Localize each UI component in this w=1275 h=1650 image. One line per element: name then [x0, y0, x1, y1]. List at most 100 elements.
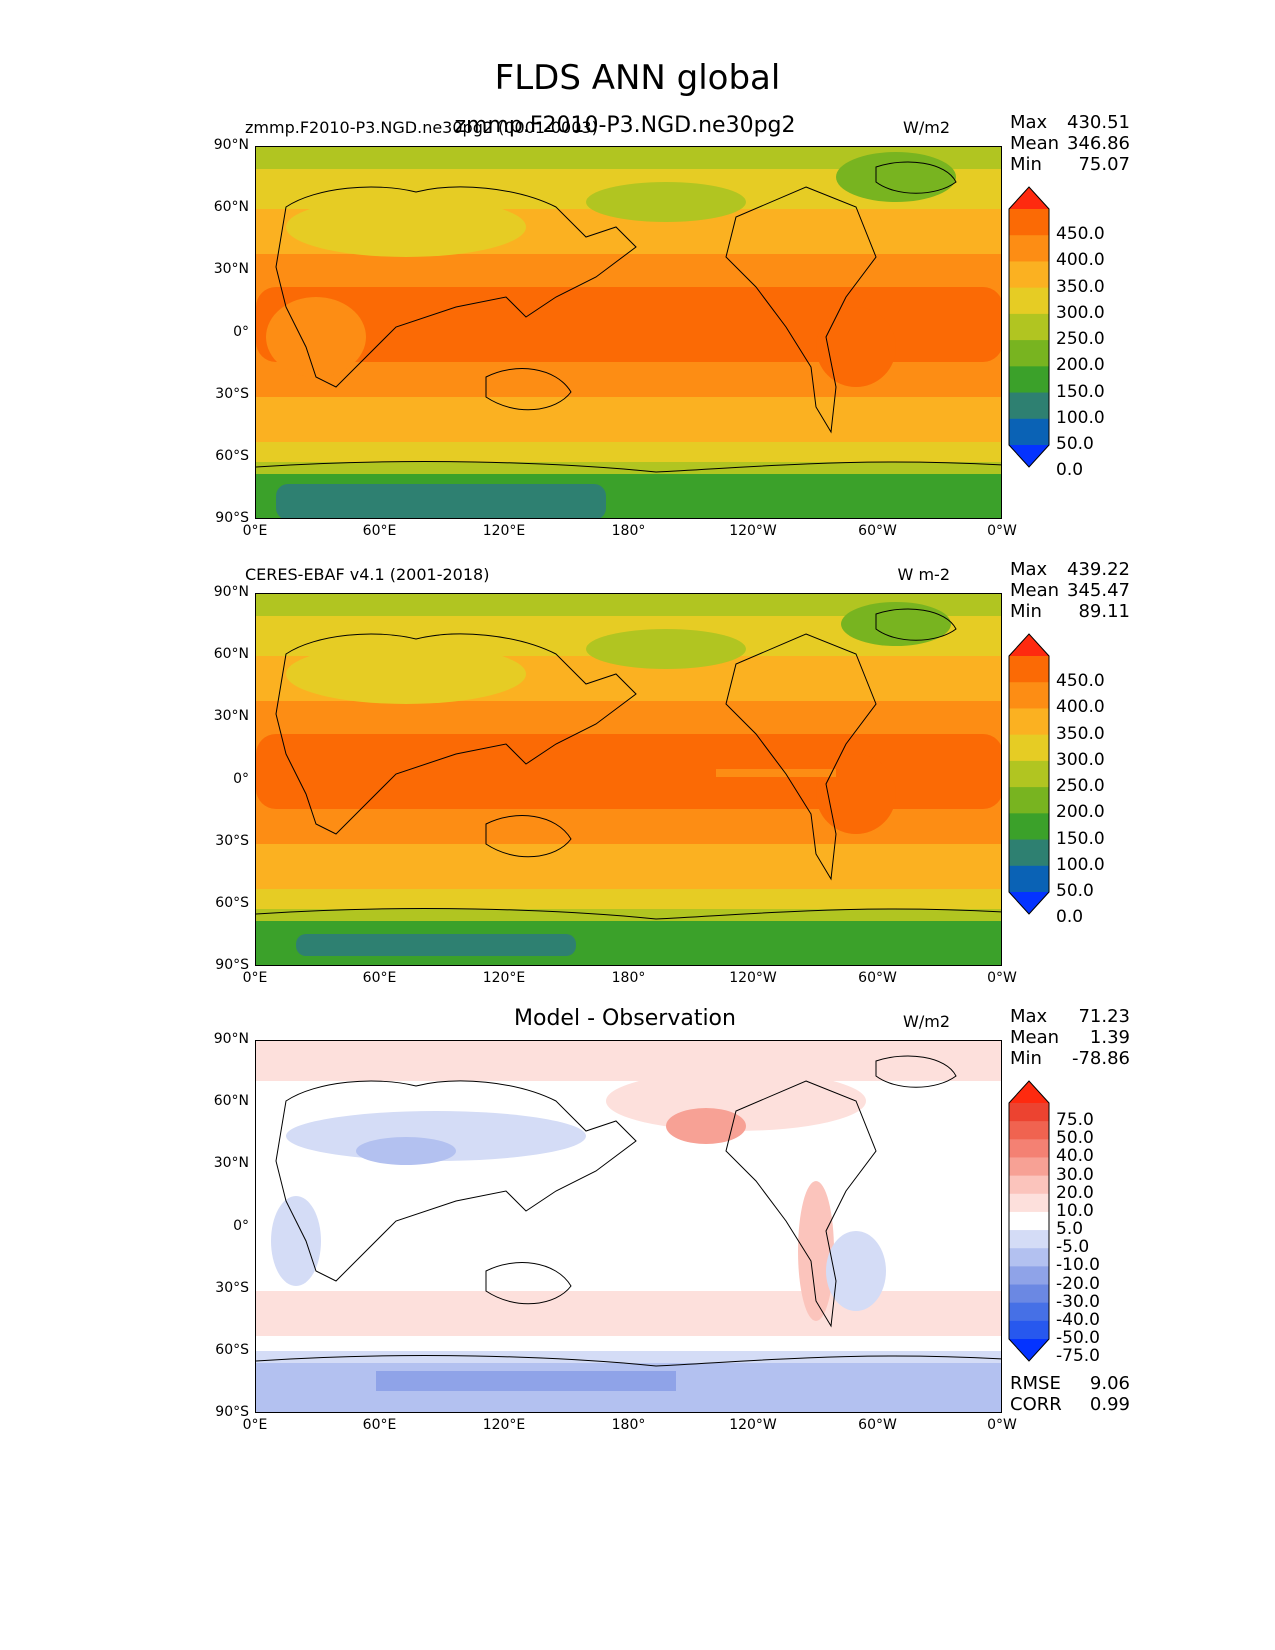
lon-tick-label: 60°W: [858, 970, 897, 986]
stat-mean-label: Mean: [1010, 1027, 1060, 1048]
panel-left-title: zmmp.F2010-P3.NGD.ne30pg2 (0001-0003): [245, 118, 598, 137]
lon-tick-label: 120°E: [482, 970, 526, 986]
colorbar-segment: [1009, 813, 1049, 841]
lon-tick-label: 0°W: [987, 970, 1017, 986]
stat-min-value: -78.86: [1071, 1048, 1130, 1069]
field-observation: [256, 594, 1001, 965]
colorbar-tick-label: 40.0: [1056, 1146, 1094, 1167]
colorbar-segment: [1009, 1193, 1049, 1213]
colorbar-segment: [1009, 287, 1049, 315]
lat-tick-label: 60°S: [215, 894, 249, 911]
field-difference: [256, 1041, 1001, 1412]
lon-tick-label: 120°W: [729, 523, 777, 539]
lon-tick-label: 180°: [611, 523, 646, 539]
map-difference: [255, 1040, 1002, 1413]
stat-max-value: 439.22: [1067, 559, 1130, 580]
colorbar-tick-label: 250.0: [1056, 329, 1105, 350]
colorbar-tick-label: 400.0: [1056, 250, 1105, 271]
colorbar-tick-label: 5.0: [1056, 1219, 1084, 1240]
colorbar-segment: [1009, 682, 1049, 709]
map-model: [255, 146, 1002, 519]
stat-max-value: 71.23: [1078, 1006, 1130, 1027]
colorbar-graphic: [1008, 633, 1050, 915]
lat-tick-label: 0°: [233, 323, 249, 340]
colorbar-segment: [1009, 1284, 1049, 1304]
lon-tick-label: 180°: [611, 1417, 646, 1433]
corr-label: CORR: [1010, 1394, 1062, 1415]
colorbar-tick-label: 350.0: [1056, 276, 1105, 297]
stat-mean-value: 346.86: [1067, 133, 1130, 154]
colorbar-observation: 450.0 400.0 350.0 300.0 250.0 200.0 150.0 100.0…: [1008, 633, 1105, 927]
colorbar-tick-label: 400.0: [1056, 697, 1105, 718]
lon-tick-label: 120°W: [729, 1417, 777, 1433]
colorbar-segment: [1009, 787, 1049, 814]
colorbar-graphic: [1008, 1080, 1050, 1362]
colorbar-segment: [1009, 1175, 1049, 1195]
colorbar-difference: 75.0 50.0 40.0 30.0 20.0 10.0 5.0 -5.0 -10.0 -20.…: [1008, 1080, 1100, 1366]
colorbar-tick-label: 100.0: [1056, 854, 1105, 875]
colorbar-segment: [1009, 760, 1049, 788]
colorbar-segment: [1009, 340, 1049, 367]
colorbar-segment: [1009, 313, 1049, 341]
colorbar-segment: [1009, 1302, 1049, 1322]
lat-tick-label: 0°: [233, 1217, 249, 1234]
colorbar-tick-label: -5.0: [1056, 1237, 1090, 1258]
colorbar-tick-label: 300.0: [1056, 749, 1105, 770]
rmse-label: RMSE: [1010, 1373, 1061, 1394]
lat-tick-label: 30°S: [215, 385, 249, 402]
map-observation: [255, 593, 1002, 966]
lon-tick-label: 60°E: [362, 970, 397, 986]
colorbar-tick-label: 50.0: [1056, 434, 1094, 454]
lon-tick-label: 0°E: [242, 1417, 268, 1433]
colorbar-bottom-extend: [1009, 445, 1049, 467]
corr-value: 0.99: [1089, 1394, 1130, 1415]
lon-tick-label: 60°W: [858, 1417, 897, 1433]
colorbar-segment: [1009, 235, 1049, 262]
lat-tick-label: 90°S: [215, 510, 249, 526]
colorbar-tick-label: 450.0: [1056, 224, 1105, 245]
stat-min-label: Min: [1010, 154, 1042, 175]
lat-tick-label: 0°: [233, 770, 249, 787]
colorbar-tick-label: -10.0: [1056, 1255, 1100, 1276]
rmse-value: 9.06: [1089, 1373, 1130, 1394]
lon-tick-label: 0°W: [987, 1417, 1017, 1433]
colorbar-tick-label: 150.0: [1056, 381, 1105, 402]
lon-tick-label: 60°E: [362, 523, 397, 539]
colorbar-segment: [1009, 656, 1049, 683]
colorbar-segment: [1009, 392, 1049, 420]
panel-center-title: Model - Observation: [514, 1006, 736, 1031]
colorbar-segment: [1009, 1157, 1049, 1177]
colorbar-tick-label: 0.0: [1056, 460, 1084, 481]
colorbar-tick-label: 0.0: [1056, 907, 1084, 928]
lat-tick-label: 60°S: [215, 1341, 249, 1358]
lon-tick-label: 60°E: [362, 1417, 397, 1433]
lat-tick-label: 60°N: [213, 199, 249, 216]
colorbar-tick-label: 50.0: [1056, 881, 1094, 901]
lat-tick-label: 60°S: [215, 447, 249, 464]
colorbar-segment: [1009, 1139, 1049, 1158]
stat-max-label: Max: [1010, 1006, 1048, 1027]
colorbar-segment: [1009, 261, 1049, 289]
colorbar-tick-label: 10.0: [1056, 1200, 1094, 1221]
colorbar-tick-label: 250.0: [1056, 776, 1105, 797]
lat-tick-label: 30°N: [213, 261, 249, 278]
colorbar-segment: [1009, 1211, 1049, 1231]
stat-min-value: 75.07: [1078, 154, 1130, 175]
colorbar-segment: [1009, 708, 1049, 736]
stat-mean-value: 1.39: [1089, 1027, 1130, 1048]
lon-tick-label: 120°E: [482, 1417, 526, 1433]
colorbar-segment: [1009, 1248, 1049, 1267]
colorbar-tick-label: 20.0: [1056, 1182, 1094, 1203]
lat-tick-label: 60°N: [213, 646, 249, 663]
lat-tick-label: 30°S: [215, 1279, 249, 1296]
colorbar-top-extend: [1009, 187, 1049, 209]
lat-tick-label: 60°N: [213, 1093, 249, 1110]
colorbar-graphic: [1008, 186, 1050, 468]
lon-tick-label: 0°E: [242, 970, 268, 986]
lon-tick-label: 0°W: [987, 523, 1017, 539]
colorbar-tick-label: 200.0: [1056, 802, 1105, 823]
stat-max-label: Max: [1010, 559, 1048, 580]
colorbar-segment: [1009, 1320, 1049, 1340]
colorbar-segment: [1009, 865, 1049, 893]
colorbar-segment: [1009, 1266, 1049, 1286]
